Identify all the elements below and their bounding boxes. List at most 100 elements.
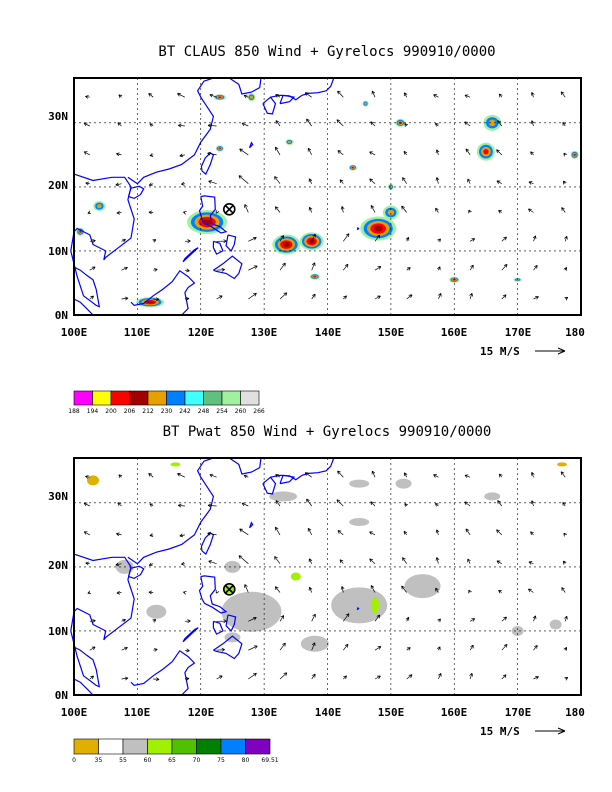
map2-plot	[70, 457, 582, 696]
cloud-top-region	[351, 166, 355, 169]
wind-vector	[498, 93, 503, 98]
wind-vector	[533, 644, 538, 651]
gyre-location-marker	[222, 203, 236, 216]
wind-vector	[405, 616, 410, 622]
map1-title: BT CLAUS 850 Wind + Gyrelocs 990910/0000	[158, 44, 495, 60]
coastline	[228, 457, 262, 475]
wind-vector	[496, 560, 502, 565]
wind-vector	[371, 90, 376, 98]
wind-vector	[89, 266, 96, 271]
wind-vector	[275, 474, 281, 478]
wind-vector	[468, 209, 472, 214]
wind-vector	[216, 267, 225, 272]
wind-vector	[469, 292, 473, 300]
coastline	[356, 606, 360, 611]
wind-vector	[563, 647, 568, 651]
wind-vector	[279, 235, 285, 242]
wind-vector	[149, 533, 154, 537]
wind-vector	[244, 584, 249, 593]
colorbar-swatch	[147, 390, 167, 406]
wind-vector	[564, 615, 568, 622]
wind-vector	[437, 618, 441, 623]
wind-vector	[435, 587, 439, 593]
pwat-region	[484, 492, 501, 501]
map2-lat-tick: 0N	[55, 689, 68, 702]
cloud-top-region	[387, 209, 395, 216]
wind-vector	[468, 589, 472, 594]
coastline	[130, 649, 196, 696]
wind-vector	[274, 586, 281, 593]
wind-vector	[275, 120, 281, 127]
map2-lat-tick: 30N	[48, 490, 68, 503]
wind-vector	[274, 556, 281, 564]
wind-vector	[209, 473, 217, 478]
wind-vector	[527, 208, 534, 213]
wind-vector	[183, 210, 187, 215]
wind-vector	[115, 182, 122, 187]
coastline	[182, 247, 199, 263]
map1-wind-vectors	[83, 90, 569, 302]
wind-vector	[403, 150, 408, 156]
wind-vector	[148, 93, 154, 98]
wind-vector	[406, 674, 413, 680]
wind-vector	[274, 526, 281, 536]
wind-vector	[304, 472, 312, 478]
pwat-region	[269, 491, 298, 502]
cloud-top-region	[313, 275, 317, 278]
wind-vector	[115, 562, 122, 567]
colorbar-swatch	[73, 738, 99, 755]
colorbar-swatch	[184, 390, 204, 406]
wind-vector	[369, 178, 376, 184]
wind-vector	[308, 206, 313, 213]
map1-frame	[73, 77, 582, 316]
map2-lon-tick: 130E	[251, 706, 278, 719]
coastline	[279, 474, 296, 485]
wind-vector	[343, 675, 347, 680]
wind-vector	[148, 590, 154, 595]
wind-vector	[116, 590, 122, 595]
colorbar-label: 248	[198, 408, 210, 415]
wind-vector	[465, 148, 471, 156]
coastline	[73, 298, 94, 316]
coastline	[198, 575, 228, 614]
wind-vector	[248, 236, 257, 242]
wind-vector	[370, 205, 376, 213]
wind-vector	[148, 182, 154, 187]
wind-vector	[279, 672, 288, 680]
wind-vector	[374, 675, 381, 680]
wind-vector	[215, 589, 220, 594]
map1-colorbar: 188 194 200 206 212 230 242 248 254 260 266	[68, 390, 265, 415]
colorbar-label: 254	[216, 408, 228, 415]
map1-lon-tick: 150E	[378, 326, 405, 339]
wind-vector	[248, 645, 258, 651]
wind-vector	[121, 676, 129, 681]
wind-vector	[184, 619, 191, 624]
wind-vector	[563, 267, 568, 271]
wind-vector	[401, 205, 407, 213]
wind-vector	[89, 675, 95, 680]
wind-vector	[465, 528, 471, 536]
cloud-top-region	[217, 96, 222, 99]
wind-vector	[561, 207, 566, 213]
pwat-low-region	[87, 475, 100, 486]
wind-vector	[406, 267, 411, 271]
wind-vector	[469, 672, 473, 680]
wind-vector	[530, 151, 534, 156]
coastline	[127, 77, 215, 185]
colorbar-label: 80	[242, 757, 250, 764]
wind-vector	[533, 296, 539, 300]
wind-vector	[528, 561, 534, 565]
wind-vector	[116, 152, 122, 157]
map2-title: BT Pwat 850 Wind + Gyrelocs 990910/0000	[163, 424, 492, 440]
wind-vector	[433, 94, 439, 98]
wind-vector	[83, 151, 90, 156]
map2-lon-tick: 170E	[505, 706, 532, 719]
wind-vector	[402, 177, 407, 184]
coastline	[212, 620, 224, 635]
cloud-top-region	[373, 225, 383, 232]
map2-gyre-marker	[222, 583, 236, 596]
wind-vector	[307, 147, 313, 156]
wind-vector	[560, 471, 566, 478]
wind-vector	[340, 206, 345, 213]
